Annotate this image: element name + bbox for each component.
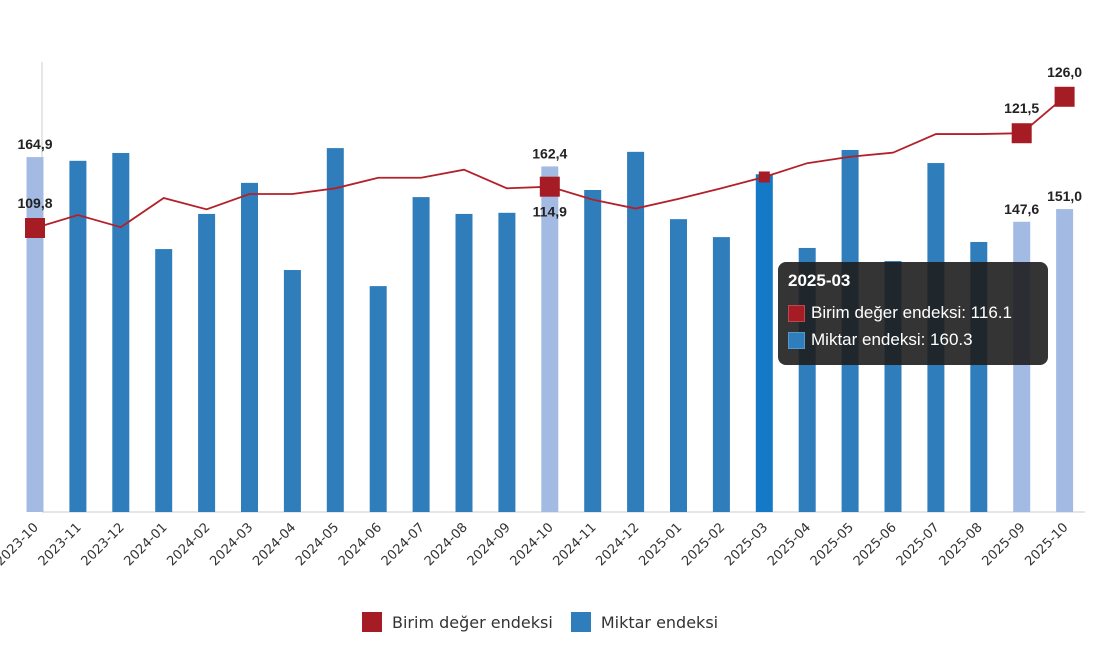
bar-2024-04[interactable] — [283, 270, 301, 512]
legend-swatch-birim — [362, 612, 382, 632]
x-tick-label: 2023-11 — [36, 520, 85, 569]
bar-2024-07[interactable] — [412, 197, 430, 513]
line-data-label: 114,9 — [533, 204, 567, 220]
bar-2023-12[interactable] — [112, 152, 130, 512]
x-tick-label: 2024-07 — [379, 520, 428, 569]
x-tick-label: 2024-11 — [551, 520, 600, 569]
bar-2025-01[interactable] — [670, 219, 687, 512]
bar-data-label: 164,9 — [17, 136, 52, 152]
tooltip-swatch-miktar — [788, 331, 805, 349]
bar-2023-10[interactable] — [26, 157, 44, 512]
bar-2024-09[interactable] — [498, 212, 516, 513]
bar-2024-12[interactable] — [627, 151, 645, 512]
bar-data-label: 151,0 — [1047, 188, 1082, 204]
x-tick-label: 2024-06 — [336, 520, 385, 569]
bar-data-label: 162,4 — [532, 145, 567, 161]
tooltip-text-miktar: Miktar endeksi: 160.3 — [811, 330, 973, 349]
x-tick-label: 2024-01 — [122, 520, 171, 569]
bar-2024-06[interactable] — [369, 286, 387, 512]
legend-swatch-miktar — [570, 612, 591, 632]
bar-2025-10[interactable] — [1056, 209, 1074, 512]
tooltip-row-miktar: Miktar endeksi: 160.3 — [788, 330, 1038, 350]
bar-2024-03[interactable] — [241, 182, 258, 512]
x-tick-label: 2025-07 — [894, 520, 943, 569]
x-tick-label: 2024-12 — [593, 520, 642, 569]
legend-label-birim: Birim değer endeksi — [392, 612, 553, 632]
bar-2024-08[interactable] — [455, 213, 473, 512]
bar-2023-11[interactable] — [69, 160, 87, 512]
x-tick-label: 2025-09 — [980, 520, 1029, 569]
legend-item-miktar[interactable]: Miktar endeksi — [570, 612, 719, 632]
line-marker-2023-10 — [25, 218, 45, 238]
tooltip: 2025-03 Birim değer endeksi: 116.1 Mikta… — [778, 262, 1048, 365]
x-tick-label: 2024-09 — [465, 520, 514, 569]
x-tick-label: 2025-08 — [937, 520, 986, 569]
x-tick-label: 2024-05 — [293, 520, 342, 569]
line-marker-2025-03 — [758, 171, 770, 183]
legend: Birim değer endeksi Miktar endeksi — [362, 612, 718, 632]
line-marker-2025-09 — [1011, 123, 1032, 144]
tooltip-title: 2025-03 — [788, 271, 851, 290]
line-marker-2024-10 — [539, 176, 560, 197]
bar-2024-02[interactable] — [198, 213, 216, 512]
x-tick-label: 2023-12 — [79, 520, 128, 569]
x-tick-label: 2025-06 — [851, 520, 900, 569]
tooltip-text-birim: Birim değer endeksi: 116.1 — [811, 303, 1012, 322]
tooltip-swatch-birim — [788, 304, 805, 322]
x-tick-label: 2024-03 — [207, 520, 256, 569]
bar-2024-11[interactable] — [584, 189, 602, 512]
legend-label-miktar: Miktar endeksi — [600, 612, 719, 632]
x-tick-label: 2025-04 — [765, 520, 814, 569]
x-tick-label: 2025-10 — [1022, 520, 1071, 569]
line-marker-2025-10 — [1054, 86, 1075, 107]
line-data-label: 126,0 — [1047, 64, 1082, 80]
x-tick-label: 2024-04 — [250, 520, 299, 569]
bar-data-label: 147,6 — [1004, 201, 1039, 217]
bar-2025-02[interactable] — [712, 237, 730, 513]
bar-2024-05[interactable] — [326, 148, 344, 512]
line-data-label: 121,5 — [1004, 100, 1039, 116]
x-tick-label: 2024-02 — [164, 520, 213, 569]
x-tick-label: 2024-10 — [508, 520, 557, 569]
x-tick-label: 2025-01 — [636, 520, 685, 569]
legend-item-birim[interactable]: Birim değer endeksi — [362, 612, 553, 632]
x-tick-label: 2023-10 — [0, 520, 42, 569]
bar-2024-01[interactable] — [155, 249, 173, 512]
x-tick-label: 2025-05 — [808, 520, 857, 569]
x-tick-label: 2025-02 — [679, 520, 728, 569]
line-data-label: 109,8 — [17, 195, 52, 211]
x-tick-label: 2025-03 — [722, 520, 771, 569]
x-tick-label: 2024-08 — [422, 520, 471, 569]
bar-2025-03[interactable] — [755, 174, 773, 512]
bar-2024-10[interactable] — [541, 166, 559, 512]
tooltip-row-birim: Birim değer endeksi: 116.1 — [788, 303, 1038, 323]
